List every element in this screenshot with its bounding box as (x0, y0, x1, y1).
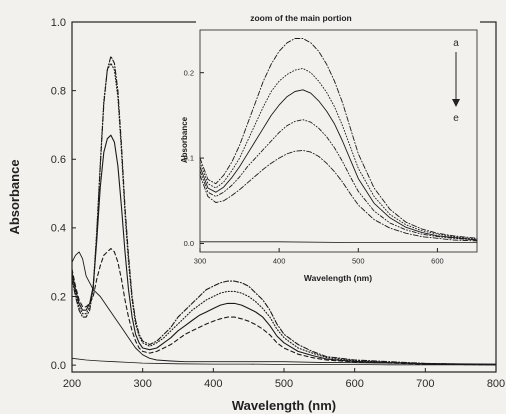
main-y-tick-label: 1.0 (51, 17, 66, 29)
main-y-axis-label: Absorbance (7, 159, 22, 234)
inset-y-tick-label: 0.0 (184, 239, 194, 248)
inset-y-tick-label: 0.2 (184, 68, 194, 77)
main-x-ticks: 200 300 400 500 600 700 800 (63, 368, 505, 390)
main-series-line-4 (71, 247, 497, 366)
inset-chart: zoom of the main portion 0.0 0.1 0.2 300 40… (180, 13, 480, 283)
main-x-axis-label: Wavelength (nm) (232, 398, 336, 413)
main-chart: 0.0 0.2 0.4 0.6 0.8 1.0 200 300 400 500 600 700 800… (7, 17, 505, 413)
inset-series-line-flat (199, 241, 478, 243)
inset-series-line-d (199, 119, 478, 241)
legend-label-bottom: e (453, 113, 459, 124)
inset-background (196, 20, 480, 258)
main-y-tick-label: 0.2 (51, 291, 66, 303)
main-y-tick-label: 0.4 (51, 223, 66, 235)
main-series-group (71, 55, 497, 366)
main-series-line-2 (71, 62, 497, 366)
inset-series-line-c (199, 89, 478, 241)
inset-title: zoom of the main portion (250, 13, 352, 23)
inset-y-tick-label: 0.1 (184, 154, 194, 163)
main-x-tick-label: 400 (204, 378, 222, 390)
main-series-line-5 (71, 251, 497, 365)
inset-x-tick-label: 600 (431, 257, 444, 266)
inset-series-line-a (199, 38, 478, 239)
main-y-tick-label: 0.0 (51, 360, 66, 372)
legend-arrow-head (452, 99, 460, 107)
main-x-tick-label: 300 (133, 378, 151, 390)
main-y-tick-label: 0.6 (51, 154, 66, 166)
main-y-ticks: 0.0 0.2 0.4 0.6 0.8 1.0 (51, 17, 76, 372)
inset-x-tick-label: 300 (194, 257, 207, 266)
inset-x-tick-label: 400 (273, 257, 286, 266)
main-x-tick-label: 500 (275, 378, 293, 390)
main-x-tick-label: 700 (416, 378, 434, 390)
main-x-tick-label: 800 (487, 378, 505, 390)
main-x-tick-label: 200 (63, 378, 81, 390)
main-series-line-3 (71, 134, 497, 366)
inset-y-axis-label: Absorbance (180, 116, 189, 163)
inset-x-tick-label: 500 (352, 257, 365, 266)
inset-series-line-b (199, 67, 478, 240)
inset-order-legend: a e (452, 38, 460, 124)
inset-y-ticks: 0.0 0.1 0.2 (184, 68, 204, 248)
legend-label-top: a (453, 38, 459, 49)
main-y-tick-label: 0.8 (51, 85, 66, 97)
inset-x-axis-label: Wavelength (nm) (304, 273, 372, 283)
inset-series-group (199, 38, 478, 243)
inset-series-line-e (199, 149, 478, 242)
main-x-tick-label: 600 (345, 378, 363, 390)
main-series-line-6 (71, 357, 497, 366)
inset-plot-frame (199, 29, 478, 253)
inset-x-ticks: 300 400 500 600 (194, 248, 444, 266)
